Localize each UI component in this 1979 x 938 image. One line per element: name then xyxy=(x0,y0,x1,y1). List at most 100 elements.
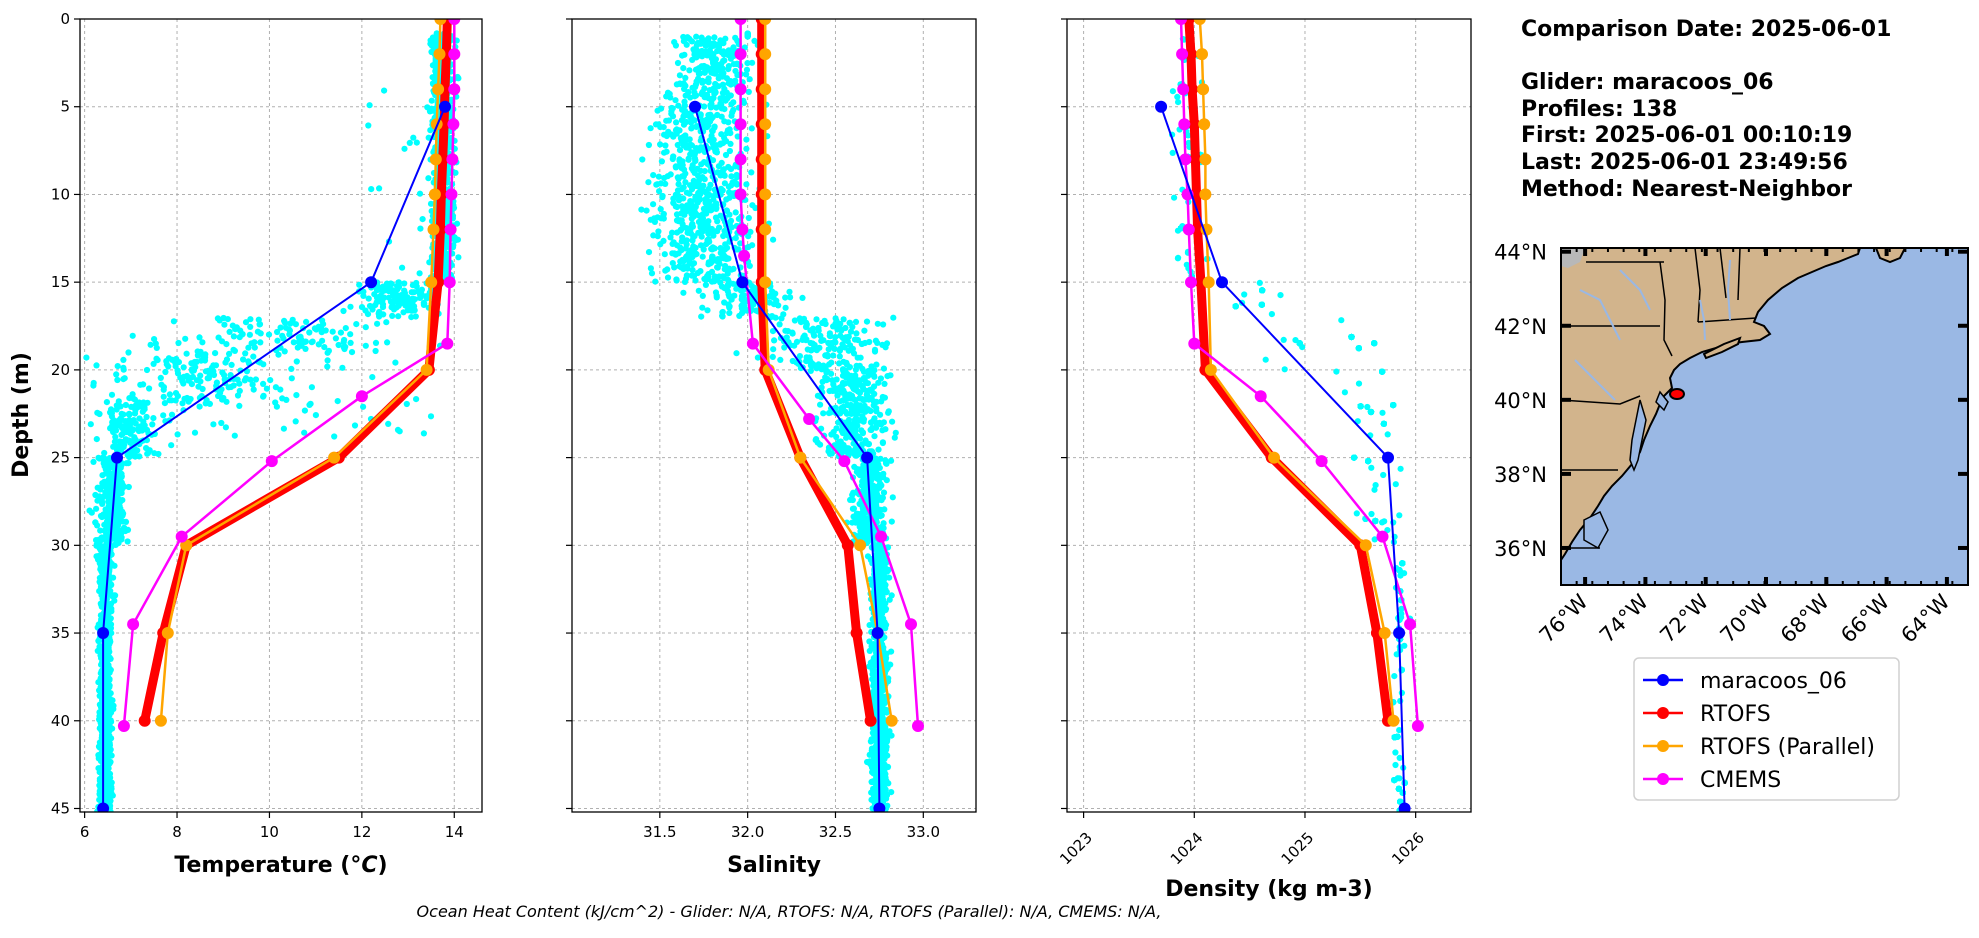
observation-point xyxy=(282,348,288,354)
observation-point xyxy=(347,331,353,337)
observation-point xyxy=(417,295,423,301)
observation-point xyxy=(698,314,704,320)
observation-point xyxy=(699,80,705,86)
observation-point xyxy=(415,288,421,294)
observation-point xyxy=(655,233,661,239)
observation-point xyxy=(288,366,294,372)
observation-point xyxy=(359,304,365,310)
observation-point xyxy=(347,304,353,310)
observation-point xyxy=(97,528,103,534)
observation-point xyxy=(801,316,807,322)
observation-point xyxy=(723,152,729,158)
y-tick-label: 40 xyxy=(51,712,70,730)
observation-point xyxy=(782,295,788,301)
observation-point xyxy=(728,101,734,107)
series-point-maracoos-06 xyxy=(97,627,109,639)
observation-point xyxy=(670,241,676,247)
observation-point xyxy=(88,421,94,427)
observation-point xyxy=(875,321,881,327)
observation-point xyxy=(841,316,847,322)
observation-point xyxy=(114,377,120,383)
observation-point xyxy=(727,141,733,147)
observation-point xyxy=(696,184,702,190)
observation-point xyxy=(696,288,702,294)
observation-point xyxy=(404,401,410,407)
observation-point xyxy=(675,60,681,66)
observation-point xyxy=(107,724,113,730)
observation-point xyxy=(727,130,733,136)
observation-point xyxy=(420,216,426,222)
observation-point xyxy=(804,321,810,327)
observation-point xyxy=(673,119,679,125)
observation-point xyxy=(394,283,400,289)
observation-point xyxy=(694,42,700,48)
observation-point xyxy=(155,451,161,457)
observation-point xyxy=(247,324,253,330)
observation-point xyxy=(728,173,734,179)
observation-point xyxy=(709,279,715,285)
observation-point xyxy=(679,53,685,59)
observation-point xyxy=(293,418,299,424)
observation-point xyxy=(741,296,747,302)
observation-point xyxy=(842,337,848,343)
observation-point xyxy=(414,140,420,146)
observation-point xyxy=(890,494,896,500)
observation-point xyxy=(429,98,435,104)
observation-point xyxy=(150,415,156,421)
observation-point xyxy=(702,168,708,174)
series-point-rtofs-parallel xyxy=(328,452,340,464)
observation-point xyxy=(235,392,241,398)
observation-point xyxy=(143,445,149,451)
observation-point xyxy=(878,375,884,381)
series-line-cmems xyxy=(124,19,454,726)
observation-point xyxy=(290,317,296,323)
observation-point xyxy=(389,313,395,319)
observation-point xyxy=(428,37,434,43)
observation-point xyxy=(281,426,287,432)
observation-point xyxy=(99,472,105,478)
observation-point xyxy=(650,172,656,178)
observation-point xyxy=(302,339,308,345)
series-point-maracoos-06 xyxy=(97,803,109,815)
observation-point xyxy=(417,226,423,232)
observation-point xyxy=(670,105,676,111)
observation-point xyxy=(162,400,168,406)
observation-point xyxy=(131,404,137,410)
observation-point xyxy=(833,434,839,440)
y-tick-label: 20 xyxy=(51,361,70,379)
x-tick-label: 12 xyxy=(352,823,371,841)
observation-point xyxy=(381,295,387,301)
observation-point xyxy=(253,376,259,382)
model-series xyxy=(97,13,460,815)
observation-point xyxy=(142,422,148,428)
observation-point xyxy=(797,353,803,359)
observation-point xyxy=(862,403,868,409)
observation-point xyxy=(732,35,738,41)
observation-point xyxy=(368,186,374,192)
observation-point xyxy=(859,482,865,488)
observation-point xyxy=(686,156,692,162)
observation-point xyxy=(881,381,887,387)
series-point-cmems xyxy=(118,720,130,732)
observation-point xyxy=(223,424,229,430)
observation-point xyxy=(310,339,316,345)
observation-point xyxy=(200,386,206,392)
observation-point xyxy=(120,365,126,371)
observation-point xyxy=(893,430,899,436)
observation-point xyxy=(83,355,89,361)
observation-point xyxy=(224,356,230,362)
series-point-cmems xyxy=(176,531,188,543)
observation-point xyxy=(722,266,728,272)
observation-point xyxy=(417,191,423,197)
observation-point xyxy=(680,290,686,296)
observation-point xyxy=(722,180,728,186)
observation-point xyxy=(229,362,235,368)
observation-point xyxy=(89,510,95,516)
observation-point xyxy=(239,331,245,337)
observation-point xyxy=(662,142,668,148)
observation-point xyxy=(739,302,745,308)
observation-point xyxy=(662,251,668,257)
observation-point xyxy=(274,329,280,335)
observation-point xyxy=(686,36,692,42)
